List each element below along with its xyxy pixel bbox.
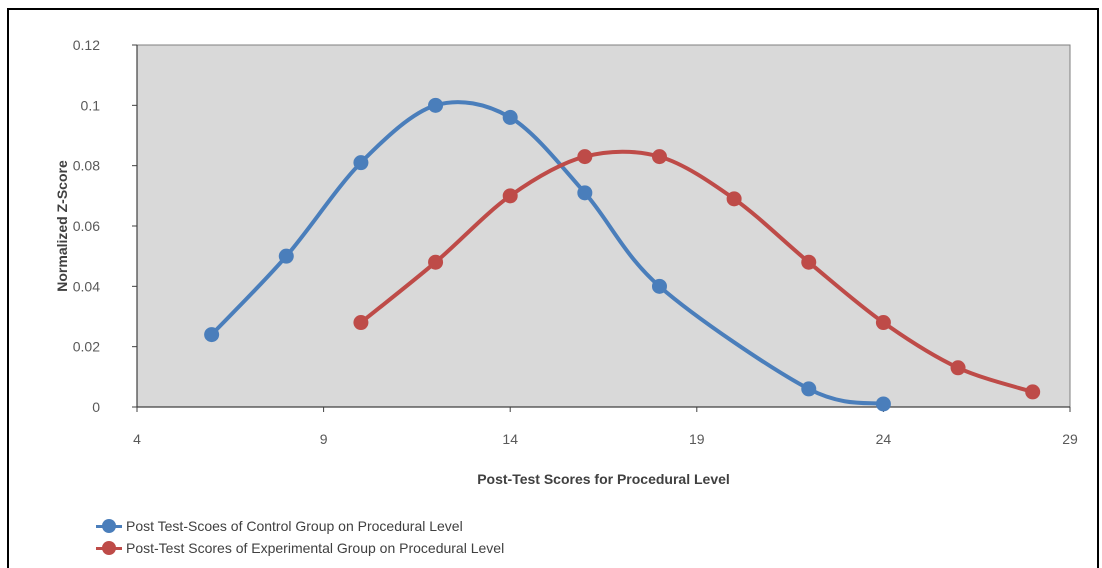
x-tick-label: 4 <box>133 431 141 447</box>
data-point-experimental <box>577 149 593 165</box>
data-point-experimental <box>428 254 444 270</box>
series-control <box>204 97 891 412</box>
legend-label-control: Post Test-Scoes of Control Group on Proc… <box>126 518 463 534</box>
data-point-experimental <box>875 315 891 331</box>
legend-dot-experimental <box>102 541 116 555</box>
data-point-experimental <box>801 254 817 270</box>
x-tick-label: 24 <box>876 431 892 447</box>
y-tick-label: 0.06 <box>73 218 100 234</box>
legend-label-experimental: Post-Test Scores of Experimental Group o… <box>126 540 505 556</box>
legend-item-experimental: Post-Test Scores of Experimental Group o… <box>96 537 504 559</box>
x-tick-label: 9 <box>320 431 328 447</box>
y-tick-label: 0.08 <box>73 158 100 174</box>
y-tick-label: 0.1 <box>81 97 101 113</box>
data-point-experimental <box>1025 384 1041 400</box>
data-point-control <box>875 396 891 412</box>
y-tick-label: 0.12 <box>73 37 100 53</box>
x-axis-title: Post-Test Scores for Procedural Level <box>477 471 730 487</box>
x-tick-label: 19 <box>689 431 705 447</box>
series-layer <box>204 97 1041 412</box>
data-point-control <box>278 248 294 264</box>
data-point-experimental <box>651 149 667 165</box>
data-point-control <box>502 109 518 125</box>
data-point-control <box>801 381 817 397</box>
series-experimental <box>353 149 1041 400</box>
legend-swatch-experimental <box>96 541 122 555</box>
data-point-control <box>353 155 369 171</box>
data-point-control <box>204 327 220 343</box>
x-tick-label: 29 <box>1062 431 1078 447</box>
y-axis-ticks: 0 0.02 0.04 0.06 0.08 0.1 0.12 <box>73 37 137 415</box>
y-tick-label: 0.02 <box>73 339 100 355</box>
data-point-experimental <box>726 191 742 207</box>
data-point-control <box>577 185 593 201</box>
series-line-experimental <box>359 149 1034 394</box>
y-tick-label: 0 <box>92 399 100 415</box>
legend-dot-control <box>102 519 116 533</box>
legend: Post Test-Scoes of Control Group on Proc… <box>96 515 504 559</box>
data-point-experimental <box>950 360 966 376</box>
legend-item-control: Post Test-Scoes of Control Group on Proc… <box>96 515 504 537</box>
series-line-control <box>210 100 884 406</box>
plot-area <box>136 44 1071 408</box>
y-axis-title: Normalized Z-Score <box>54 160 70 292</box>
data-point-control <box>428 97 444 113</box>
y-tick-label: 0.04 <box>73 278 100 294</box>
data-point-experimental <box>502 188 518 204</box>
data-point-control <box>651 278 667 294</box>
x-tick-label: 14 <box>502 431 518 447</box>
data-point-experimental <box>353 315 369 331</box>
x-axis-ticks: 4 9 14 19 24 29 <box>133 407 1078 447</box>
legend-swatch-control <box>96 519 122 533</box>
